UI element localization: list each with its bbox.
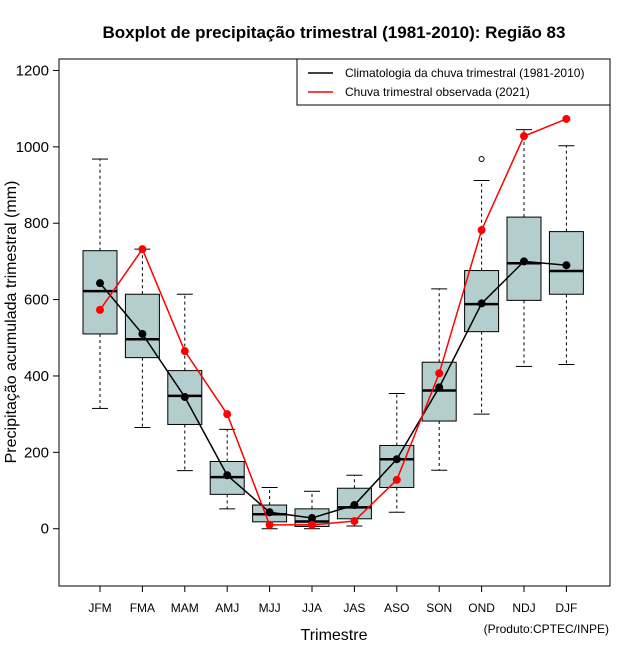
series-point <box>180 392 189 401</box>
series-group <box>96 114 571 529</box>
series-point <box>520 257 528 266</box>
series-point <box>265 508 274 517</box>
series-point <box>392 455 401 464</box>
series-point <box>477 299 486 308</box>
x-tick-label: NDJ <box>512 601 535 615</box>
y-tick-label: 1000 <box>16 139 49 156</box>
series-point <box>392 475 401 484</box>
x-tick-label: JAS <box>343 601 365 615</box>
y-tick-label: 600 <box>24 292 49 309</box>
x-tick-label: MJJ <box>259 601 281 615</box>
iqr-box <box>124 293 160 359</box>
series-point <box>520 132 528 141</box>
legend-observed-label: Chuva trimestral observada (2021) <box>345 85 530 99</box>
series-point <box>96 279 104 288</box>
x-tick-label: MAM <box>171 601 199 615</box>
observed-series <box>96 114 571 529</box>
y-tick-label: 1200 <box>16 62 49 79</box>
x-axis: JFM FMA MAM AMJ MJJ JJA JAS ASO SON OND NDJ DJF <box>88 586 577 615</box>
box-ond <box>464 156 500 415</box>
box-fma <box>124 248 160 429</box>
y-axis-label: Precipitação acumulada trimestral (mm) <box>3 181 20 464</box>
box-son <box>421 288 457 471</box>
series-point <box>562 114 571 123</box>
product-credit: (Produto:CPTEC/INPE) <box>484 622 609 636</box>
series-point <box>180 347 189 356</box>
series-point <box>223 410 232 419</box>
x-tick-label: JJA <box>302 601 322 615</box>
x-tick-label: SON <box>426 601 452 615</box>
x-tick-label: AMJ <box>215 601 239 615</box>
series-point <box>138 245 147 254</box>
y-tick-label: 800 <box>24 215 49 232</box>
x-axis-label: Trimestre <box>301 627 368 644</box>
climatology-series <box>96 257 571 523</box>
series-point <box>96 305 104 314</box>
series-point <box>308 514 316 523</box>
series-point <box>138 329 147 338</box>
series-line <box>99 260 567 519</box>
x-tick-label: OND <box>468 601 495 615</box>
legend-climatology-label: Climatologia da chuva trimestral (1981-2… <box>345 66 584 80</box>
series-point <box>562 261 571 270</box>
legend-box <box>296 58 611 106</box>
series-point <box>477 226 486 235</box>
series-point <box>223 471 232 480</box>
box-jfm <box>82 158 118 409</box>
y-tick-label: 200 <box>24 444 49 461</box>
series-point <box>350 517 359 526</box>
series-point <box>308 520 316 529</box>
series-point <box>435 383 444 392</box>
x-tick-label: JFM <box>88 601 111 615</box>
x-tick-label: FMA <box>130 601 155 615</box>
x-tick-label: ASO <box>384 601 409 615</box>
series-point <box>265 520 274 529</box>
legend: Climatologia da chuva trimestral (1981-2… <box>296 58 611 106</box>
y-axis: 0 200 400 600 800 1000 1200 <box>16 62 59 538</box>
series-line <box>99 118 567 526</box>
chart-title: Boxplot de precipitação trimestral (1981… <box>103 23 566 42</box>
x-tick-label: DJF <box>555 601 577 615</box>
series-point <box>350 501 359 510</box>
outlier-point <box>478 156 485 163</box>
series-point <box>435 369 444 378</box>
y-tick-label: 400 <box>24 368 49 385</box>
y-tick-label: 0 <box>41 521 49 538</box>
